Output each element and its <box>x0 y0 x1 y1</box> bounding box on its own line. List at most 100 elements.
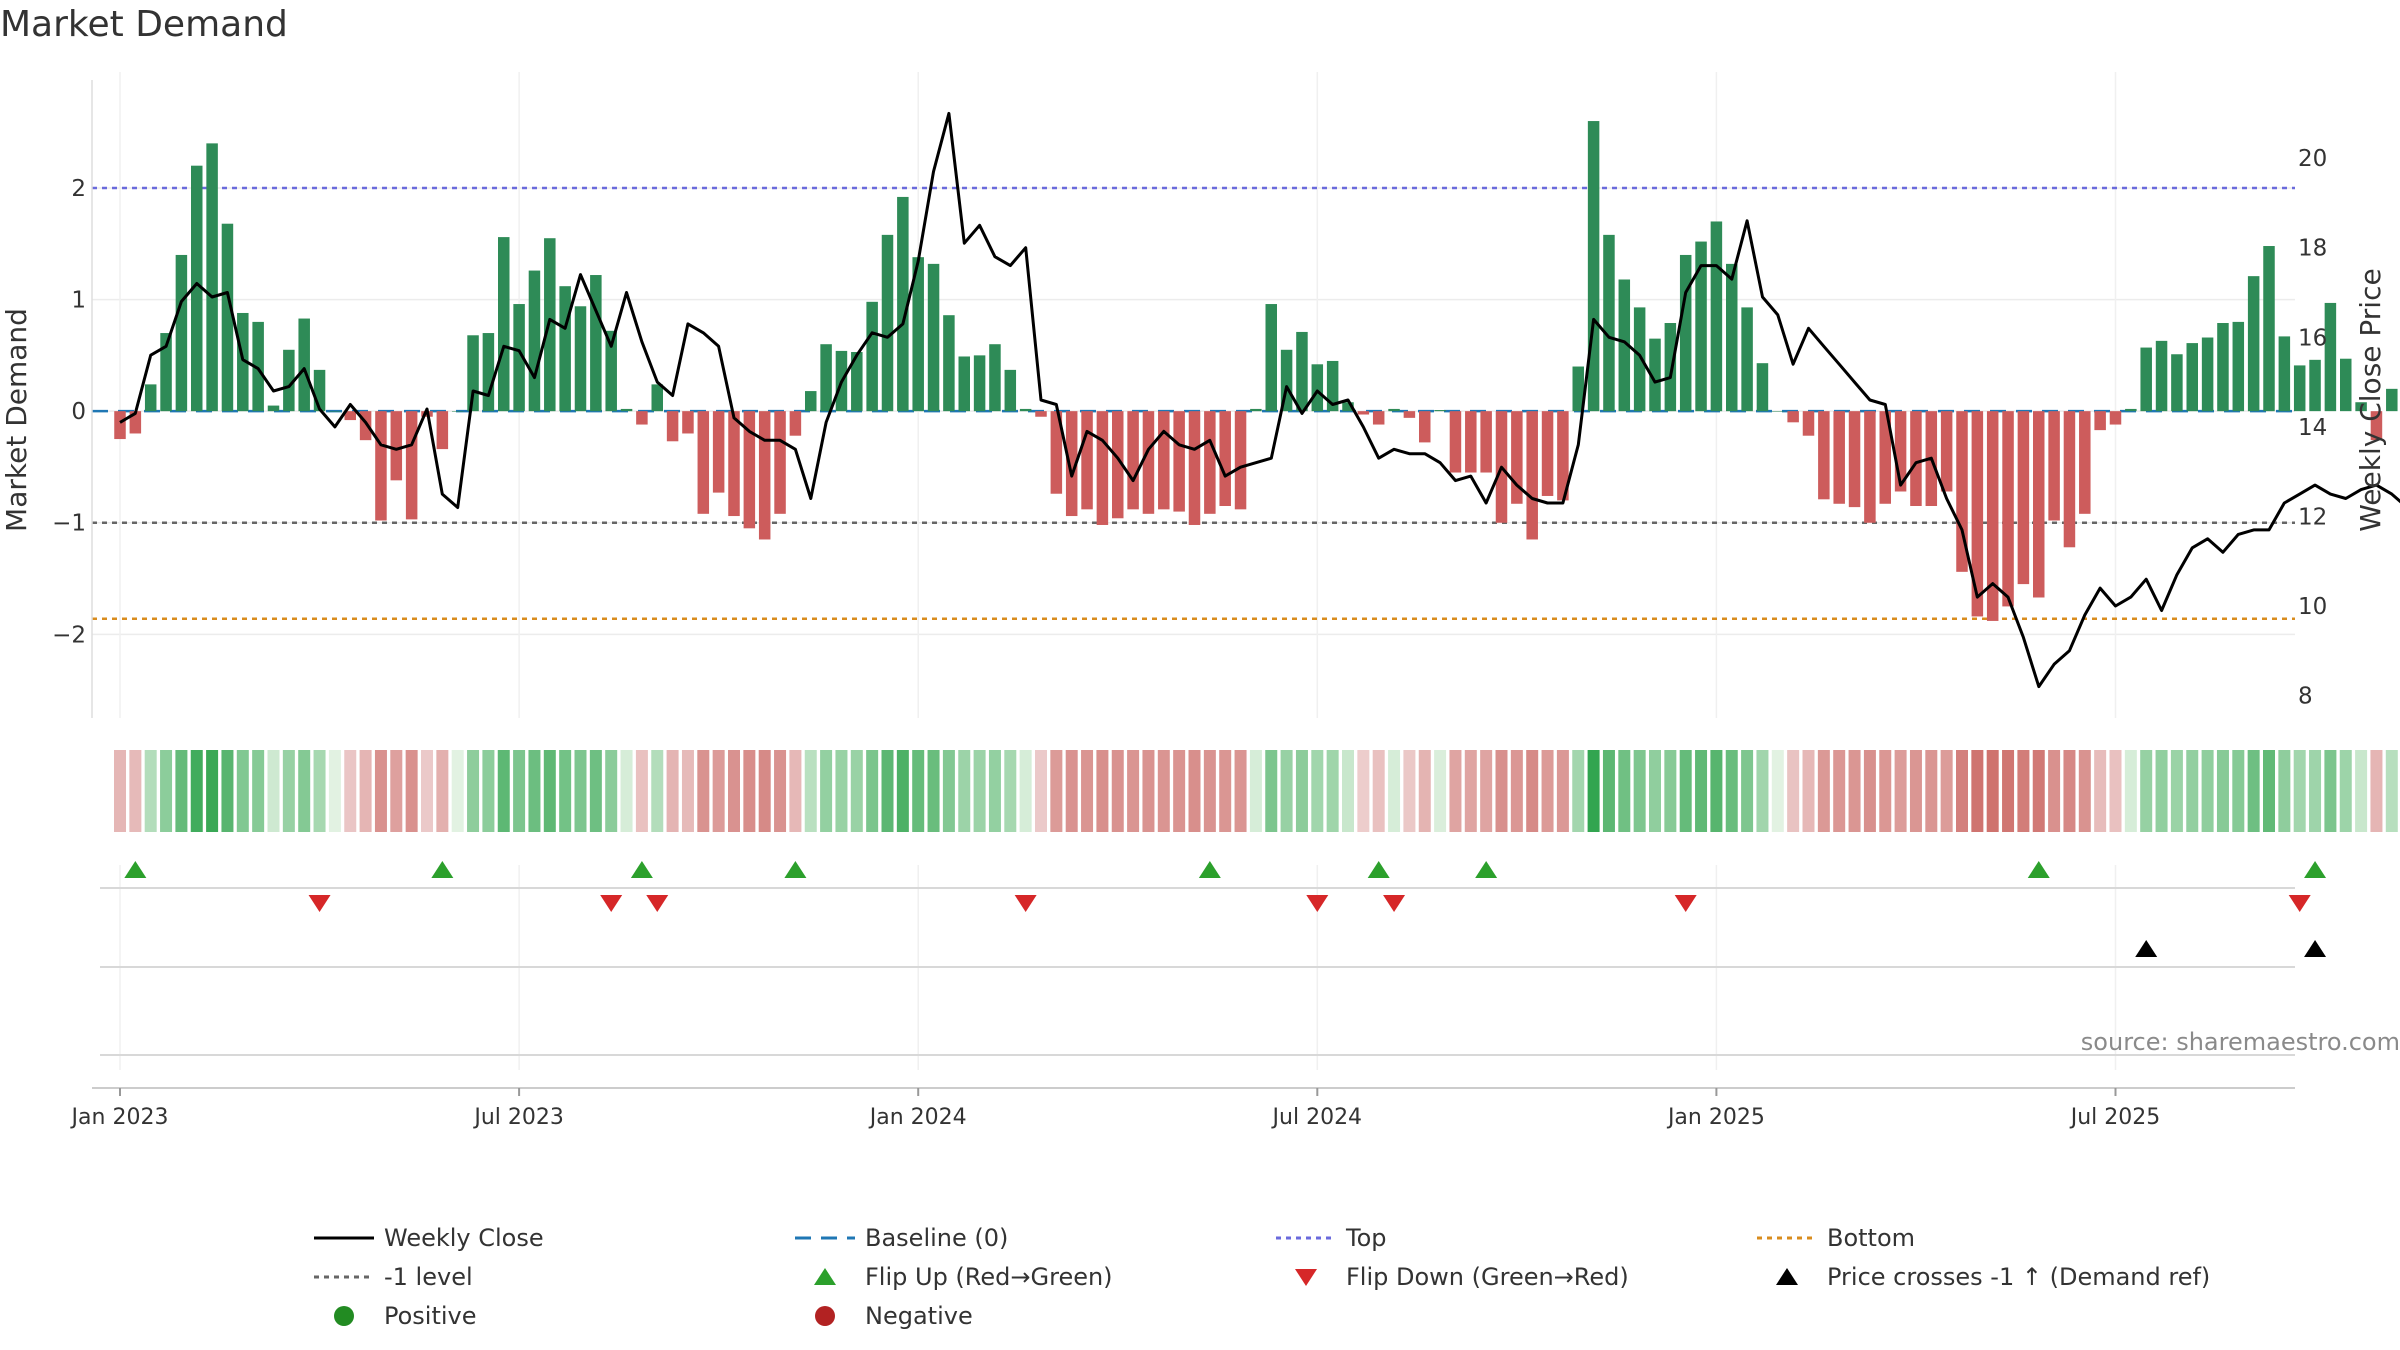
heat-cell <box>2032 750 2045 832</box>
demand-bar <box>344 411 356 421</box>
heat-cell <box>804 750 817 832</box>
heat-cell <box>1618 750 1631 832</box>
demand-bar <box>1434 410 1446 412</box>
heat-cell <box>1418 750 1431 832</box>
heat-cell <box>1710 750 1723 832</box>
legend-label: -1 level <box>384 1263 473 1291</box>
heat-cell <box>2186 750 2199 832</box>
demand-bar <box>1004 369 1017 412</box>
price-cross-marker <box>2135 940 2158 957</box>
heat-cell <box>2109 750 2122 832</box>
heat-cell <box>620 750 633 832</box>
demand-bar <box>2309 359 2321 412</box>
heat-cell <box>635 750 648 832</box>
demand-bar <box>1986 411 1999 621</box>
heat-cell <box>405 750 418 832</box>
demand-bar <box>805 391 817 412</box>
demand-bar <box>1250 408 1262 412</box>
heat-cell <box>1480 750 1493 832</box>
heat-cell <box>1894 750 1907 832</box>
heat-cell <box>206 750 219 832</box>
demand-bar <box>2155 340 2168 412</box>
flip-up-marker <box>2304 861 2327 878</box>
heat-cell <box>252 750 265 832</box>
heat-cell <box>1004 750 1017 832</box>
price-line-layer <box>119 111 2400 689</box>
demand-bar <box>2033 411 2045 598</box>
heat-cell <box>513 750 526 832</box>
left-tick-label: 1 <box>71 288 86 314</box>
demand-bar <box>1710 221 1723 412</box>
heat-cell <box>681 750 694 832</box>
heat-cell <box>2263 750 2275 832</box>
demand-bar <box>2247 276 2260 412</box>
legend-label: Weekly Close <box>384 1224 544 1252</box>
legend-label: Baseline (0) <box>865 1224 1008 1252</box>
demand-bar <box>1649 338 1661 412</box>
heat-cell <box>328 750 341 832</box>
heat-cell <box>1111 750 1124 832</box>
demand-bar <box>973 355 986 412</box>
source-text: source: sharemaestro.com <box>2081 1028 2400 1056</box>
demand-bar <box>774 411 786 514</box>
heat-cell <box>1556 750 1569 832</box>
heat-cell <box>1434 750 1447 832</box>
legend-label: Flip Down (Green→Red) <box>1346 1263 1629 1291</box>
legend-label: Positive <box>384 1302 477 1330</box>
heat-cell <box>1802 750 1815 832</box>
demand-bar <box>1419 411 1431 443</box>
heat-cell <box>743 750 756 832</box>
heat-cell <box>267 750 280 832</box>
heat-cell <box>1081 750 1094 832</box>
flip-up-marker <box>1198 861 1221 878</box>
heat-cell <box>1127 750 1140 832</box>
demand-bar <box>666 411 679 442</box>
demand-bar <box>144 384 157 412</box>
demand-bar <box>1158 411 1170 510</box>
heat-cell <box>942 750 955 832</box>
flip-down-marker <box>1383 895 1406 912</box>
demand-bar <box>1081 411 1093 510</box>
demand-bar <box>1173 411 1185 512</box>
demand-bar <box>1756 363 1769 412</box>
heat-cell <box>467 750 480 832</box>
heat-cell <box>605 750 618 832</box>
demand-bar <box>820 344 832 412</box>
legend-item: Flip Up (Red→Green) <box>814 1263 1113 1291</box>
demand-bar <box>2217 323 2229 412</box>
heat-cell <box>574 750 587 832</box>
demand-bar <box>2048 411 2060 521</box>
weekly-close-line <box>119 111 2400 689</box>
heat-cell <box>421 750 433 832</box>
heat-cell <box>2002 750 2015 832</box>
heat-cell <box>1848 750 1861 832</box>
heat-cell <box>958 750 971 832</box>
heat-cell <box>988 750 1001 832</box>
legend-item: Price crosses -1 ↑ (Demand ref) <box>1776 1263 2210 1291</box>
demand-bar <box>329 411 341 412</box>
heat-cell <box>2293 750 2306 832</box>
heat-cell <box>1035 750 1047 832</box>
heat-cell <box>1510 750 1523 832</box>
flip-up-marker <box>2027 861 2050 878</box>
heat-cell <box>344 750 357 832</box>
demand-bar <box>682 411 694 434</box>
heat-cell <box>881 750 894 832</box>
demand-bar <box>2063 411 2076 548</box>
demand-bar <box>1127 411 1139 510</box>
demand-bar <box>1280 349 1293 412</box>
legend-item: Bottom <box>1757 1224 1915 1252</box>
heat-cell <box>374 750 387 832</box>
demand-bar <box>2017 411 2030 585</box>
heat-cell <box>1295 750 1308 832</box>
demand-bar <box>2278 336 2291 412</box>
demand-bar <box>989 344 1001 412</box>
demand-bar <box>1219 411 1231 506</box>
heat-cell <box>2048 750 2061 832</box>
heat-cell <box>1234 750 1247 832</box>
heat-cell <box>896 750 909 832</box>
demand-bar <box>1818 411 1830 500</box>
heat-cell <box>1464 750 1477 832</box>
heat-cell <box>666 750 679 832</box>
heat-cell <box>114 750 126 832</box>
